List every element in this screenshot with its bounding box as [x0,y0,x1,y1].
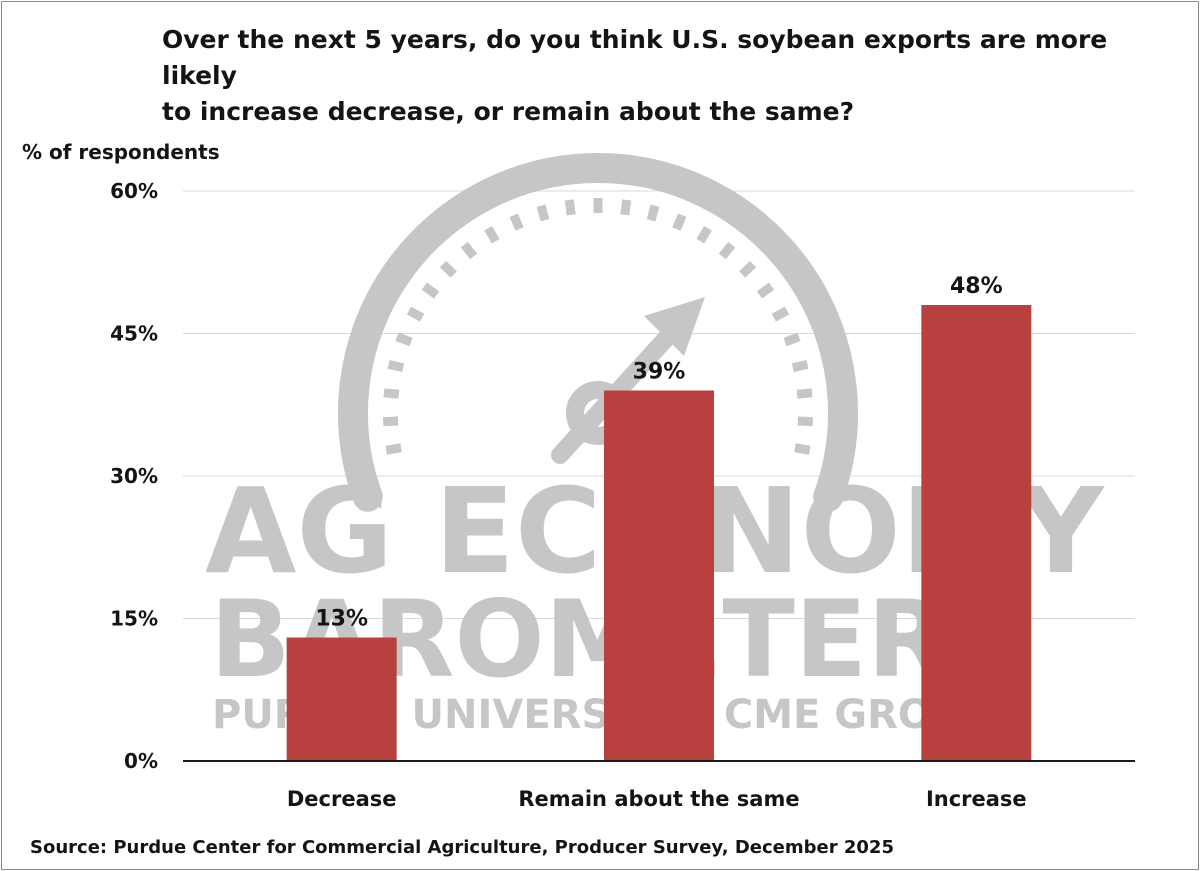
y-tick-label: 0% [124,749,158,773]
gauge-tick [646,204,660,222]
gauge-tick [718,241,736,260]
gauge-tick [771,306,790,322]
chart-title-line-2: to increase decrease, or remain about th… [162,97,855,126]
gauge-tick [796,388,813,399]
gauge-tick [794,443,811,455]
y-tick-label: 60% [110,179,158,203]
gauge-tick [756,282,775,299]
x-tick-label: Decrease [287,787,397,811]
gauge-tick [783,332,801,347]
x-tick-label: Remain about the same [518,787,799,811]
gauge-tick [484,225,500,244]
gauge-arc [338,153,858,512]
bars [286,305,1032,761]
y-tick-label: 15% [110,607,158,631]
gauge-tick [791,359,809,373]
y-axis-title: % of respondents [22,140,220,164]
gauge-tick [797,416,814,427]
bar-remain-about-the-same [604,390,714,761]
gauge-tick [564,199,576,216]
chart-title: Over the next 5 years, do you think U.S.… [162,22,1162,130]
data-labels: 13% 39% 48% [315,274,1002,632]
source-note: Source: Purdue Center for Commercial Agr… [30,837,894,858]
y-tick-label: 45% [110,322,158,346]
gauge-tick [387,359,405,373]
gauge-tick [620,199,632,216]
y-tick-labels: 0% 15% 30% 45% 60% [110,179,158,773]
bar-decrease [286,637,397,761]
gauge-ticks [382,198,814,455]
y-tick-label: 30% [110,464,158,488]
x-tick-label: Increase [926,787,1027,811]
bar-increase [921,305,1032,761]
data-label: 48% [950,274,1003,299]
gauge-tick [395,332,413,347]
gauge-tick [421,282,440,299]
data-label: 13% [315,607,368,632]
gauge-tick [536,204,550,222]
gauge-tick [460,241,478,260]
gauge-tick [739,260,757,278]
data-label: 39% [633,360,686,385]
gauge-tick [383,388,400,399]
gauge-tick [406,306,425,322]
chart-title-line-1: Over the next 5 years, do you think U.S.… [162,25,1108,90]
gauge-tick [385,443,402,455]
gauge-tick [696,225,712,244]
gauge-tick [672,213,687,231]
gauge-tick [382,416,399,427]
x-tick-labels: Decrease Remain about the same Increase [287,787,1027,811]
gauge-tick [439,260,457,278]
gauge-tick [509,213,524,231]
